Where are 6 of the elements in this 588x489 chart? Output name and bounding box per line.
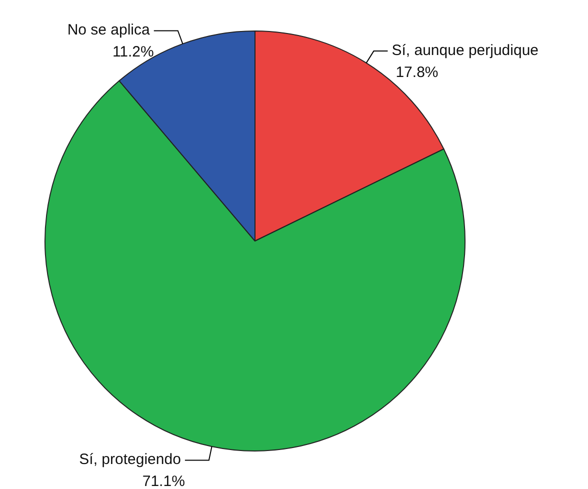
data-label: 71.1% — [142, 473, 185, 489]
data-label: 17.8% — [396, 64, 438, 82]
slice-label: No se aplica — [67, 22, 151, 39]
data-label: 11.2% — [112, 44, 154, 61]
slice-label: Sí, protegiendo — [79, 451, 181, 468]
slice-label: Sí, aunque perjudique — [392, 42, 539, 60]
